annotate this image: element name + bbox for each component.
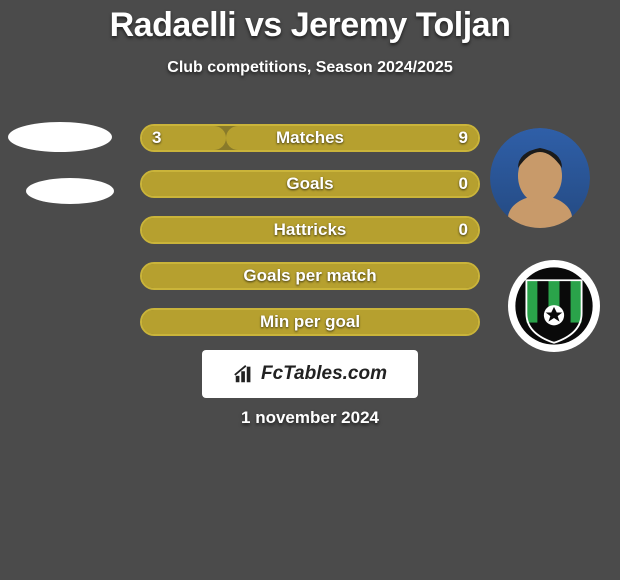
page-title: Radaelli vs Jeremy Toljan — [0, 0, 620, 45]
stat-row: 0 Hattricks — [140, 216, 480, 244]
page-subtitle: Club competitions, Season 2024/2025 — [0, 59, 620, 77]
bar-value-right: 0 — [459, 172, 468, 196]
bar-value-left: 3 — [152, 126, 161, 150]
stat-row: 3 9 Matches — [140, 124, 480, 152]
bar-label: Goals — [286, 174, 333, 194]
bars-icon — [233, 363, 255, 385]
bar-value-right: 0 — [459, 218, 468, 242]
bar-label: Hattricks — [274, 220, 347, 240]
player-right-avatar — [490, 128, 590, 228]
placeholder-ellipse — [26, 178, 114, 204]
date-line: 1 november 2024 — [0, 408, 620, 428]
bar-label: Matches — [276, 128, 344, 148]
stat-row: Min per goal — [140, 308, 480, 336]
placeholder-ellipse — [8, 122, 112, 152]
logo-text: FcTables.com — [261, 363, 387, 385]
comparison-bars: 3 9 Matches 0 Goals 0 Hattricks Goals per match… — [140, 124, 480, 354]
bar-value-right: 9 — [459, 126, 468, 150]
bar-label: Goals per match — [243, 266, 376, 286]
bar-fill-right — [226, 126, 478, 150]
bar-label: Min per goal — [260, 312, 360, 332]
stat-row: 0 Goals — [140, 170, 480, 198]
site-logo: FcTables.com — [202, 350, 418, 398]
stat-row: Goals per match — [140, 262, 480, 290]
club-badge — [508, 260, 600, 352]
